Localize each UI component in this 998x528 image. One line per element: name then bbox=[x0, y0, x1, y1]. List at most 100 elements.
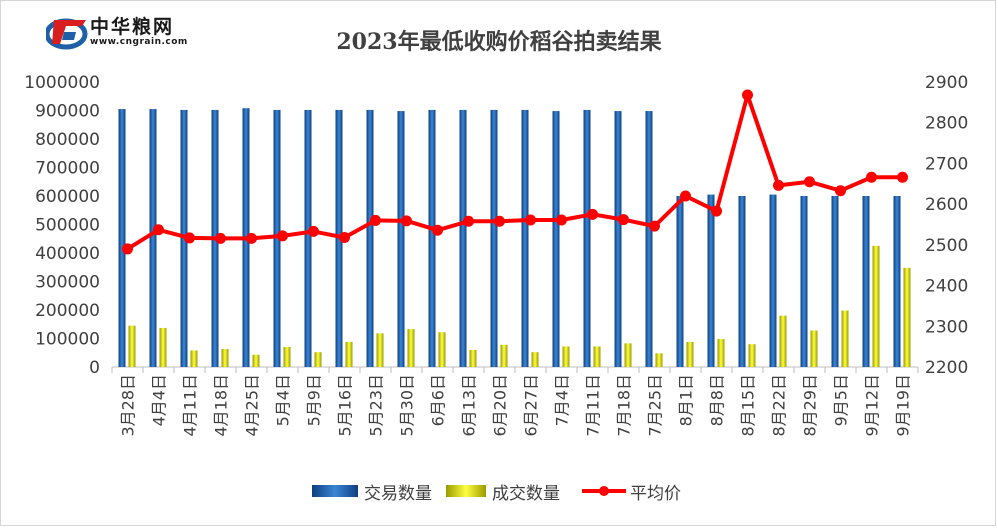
legend-swatch-price bbox=[582, 486, 626, 496]
bar-volume bbox=[428, 109, 436, 368]
bar-volume bbox=[769, 194, 777, 367]
bar-volume bbox=[304, 109, 312, 368]
bar-deal bbox=[655, 353, 663, 367]
price-point bbox=[835, 185, 846, 197]
logo-url: www.cngrain.com bbox=[90, 37, 188, 47]
y-left-tick-label: 800000 bbox=[35, 130, 100, 150]
y-left-tick-label: 600000 bbox=[35, 187, 100, 207]
y-right-tick-label: 2600 bbox=[925, 195, 968, 215]
price-point bbox=[556, 214, 567, 226]
bar-deal bbox=[500, 344, 508, 367]
bar-volume bbox=[645, 111, 653, 367]
y-right-tick-label: 2400 bbox=[925, 277, 968, 297]
bar-deal bbox=[252, 354, 260, 367]
bar-deal bbox=[779, 315, 787, 367]
x-tick-label: 5月9日 bbox=[305, 374, 324, 426]
y-right-tick-label: 2900 bbox=[925, 73, 968, 93]
x-tick-label: 6月13日 bbox=[460, 374, 479, 437]
bar-deal bbox=[438, 332, 446, 367]
x-tick-label: 4月25日 bbox=[243, 374, 262, 437]
bar-volume bbox=[707, 194, 715, 367]
y-left-tick-label: 700000 bbox=[35, 159, 100, 179]
price-point bbox=[463, 215, 474, 227]
bar-volume bbox=[118, 109, 126, 367]
x-tick-label: 5月16日 bbox=[336, 374, 355, 437]
bar-deal bbox=[407, 329, 415, 367]
x-tick-label: 6月6日 bbox=[429, 374, 448, 426]
bar-volume bbox=[552, 111, 560, 367]
legend-item-volume: 交易数量 bbox=[312, 480, 432, 504]
price-point bbox=[122, 243, 133, 255]
x-tick-label: 8月8日 bbox=[708, 374, 727, 426]
y-right-tick-label: 2300 bbox=[925, 317, 968, 337]
bar-deal bbox=[686, 341, 694, 367]
price-point bbox=[277, 230, 288, 242]
bar-deal bbox=[314, 352, 322, 367]
bar-deal bbox=[903, 267, 911, 367]
legend: 交易数量 成交数量 平均价 bbox=[0, 480, 998, 504]
price-point bbox=[866, 171, 877, 183]
logo: 中华粮网 www.cngrain.com bbox=[44, 14, 216, 52]
x-tick-label: 8月15日 bbox=[739, 374, 758, 437]
bar-volume bbox=[366, 109, 374, 368]
price-point bbox=[742, 89, 753, 101]
bar-deal bbox=[128, 325, 136, 367]
price-point bbox=[711, 205, 722, 217]
bar-deal bbox=[810, 330, 818, 367]
bar-deal bbox=[748, 344, 756, 367]
x-tick-label: 6月27日 bbox=[522, 374, 541, 437]
bar-deal bbox=[283, 347, 291, 367]
logo-name: 中华粮网 bbox=[90, 16, 175, 38]
legend-label-volume: 交易数量 bbox=[364, 483, 432, 504]
price-point bbox=[618, 214, 629, 226]
x-tick-label: 8月22日 bbox=[770, 374, 789, 437]
price-point bbox=[773, 179, 784, 191]
price-point bbox=[494, 215, 505, 227]
x-tick-label: 5月30日 bbox=[398, 374, 417, 437]
bar-volume bbox=[149, 109, 157, 367]
bar-deal bbox=[562, 346, 570, 367]
legend-swatch-deal bbox=[446, 485, 486, 497]
cngrain-logo-icon bbox=[44, 18, 88, 50]
x-tick-label: 7月4日 bbox=[553, 374, 572, 426]
x-tick-label: 4月11日 bbox=[181, 374, 200, 437]
price-point bbox=[804, 176, 815, 188]
price-point bbox=[401, 215, 412, 227]
bar-deal bbox=[469, 349, 477, 367]
price-point bbox=[246, 232, 257, 244]
price-point bbox=[897, 171, 908, 183]
x-tick-label: 9月12日 bbox=[863, 374, 882, 437]
x-tick-label: 5月23日 bbox=[367, 374, 386, 437]
bar-deal bbox=[593, 346, 601, 367]
bar-deal bbox=[624, 343, 632, 367]
y-right-tick-label: 2200 bbox=[925, 358, 968, 378]
price-point bbox=[308, 225, 319, 237]
price-point bbox=[184, 232, 195, 244]
y-right-tick-label: 2700 bbox=[925, 154, 968, 174]
x-tick-label: 9月19日 bbox=[894, 374, 913, 437]
bar-volume bbox=[862, 196, 870, 367]
series-price bbox=[122, 89, 908, 255]
bar-deal bbox=[190, 350, 198, 367]
y-right-tick-label: 2500 bbox=[925, 236, 968, 256]
bar-deal bbox=[872, 245, 880, 367]
bar-volume bbox=[831, 196, 839, 367]
legend-label-deal: 成交数量 bbox=[492, 483, 560, 504]
y-left-tick-label: 300000 bbox=[35, 273, 100, 293]
price-point bbox=[649, 220, 660, 232]
bar-volume bbox=[397, 111, 405, 367]
bar-deal bbox=[345, 341, 353, 367]
bar-volume bbox=[583, 109, 591, 368]
bar-deal bbox=[531, 352, 539, 367]
bar-deal bbox=[159, 327, 167, 367]
x-tick-label: 5月4日 bbox=[274, 374, 293, 426]
bar-deal bbox=[841, 310, 849, 367]
bar-volume bbox=[738, 196, 746, 367]
y-left-tick-label: 200000 bbox=[35, 301, 100, 321]
y-left-tick-label: 100000 bbox=[35, 330, 100, 350]
bar-volume bbox=[800, 196, 808, 367]
y-left-tick-label: 900000 bbox=[35, 102, 100, 122]
x-tick-label: 8月1日 bbox=[677, 374, 696, 426]
